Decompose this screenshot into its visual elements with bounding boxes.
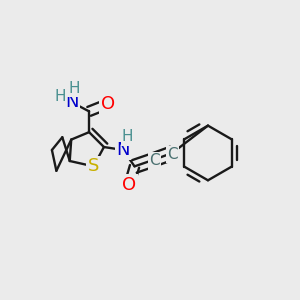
Text: C: C (149, 154, 160, 169)
Text: N: N (116, 141, 130, 159)
Text: N: N (65, 93, 79, 111)
Text: O: O (122, 176, 136, 194)
Text: H: H (68, 81, 80, 96)
Text: S: S (88, 157, 99, 175)
Text: C: C (167, 147, 178, 162)
Text: O: O (101, 95, 115, 113)
Text: H: H (55, 89, 66, 104)
Text: H: H (122, 129, 134, 144)
